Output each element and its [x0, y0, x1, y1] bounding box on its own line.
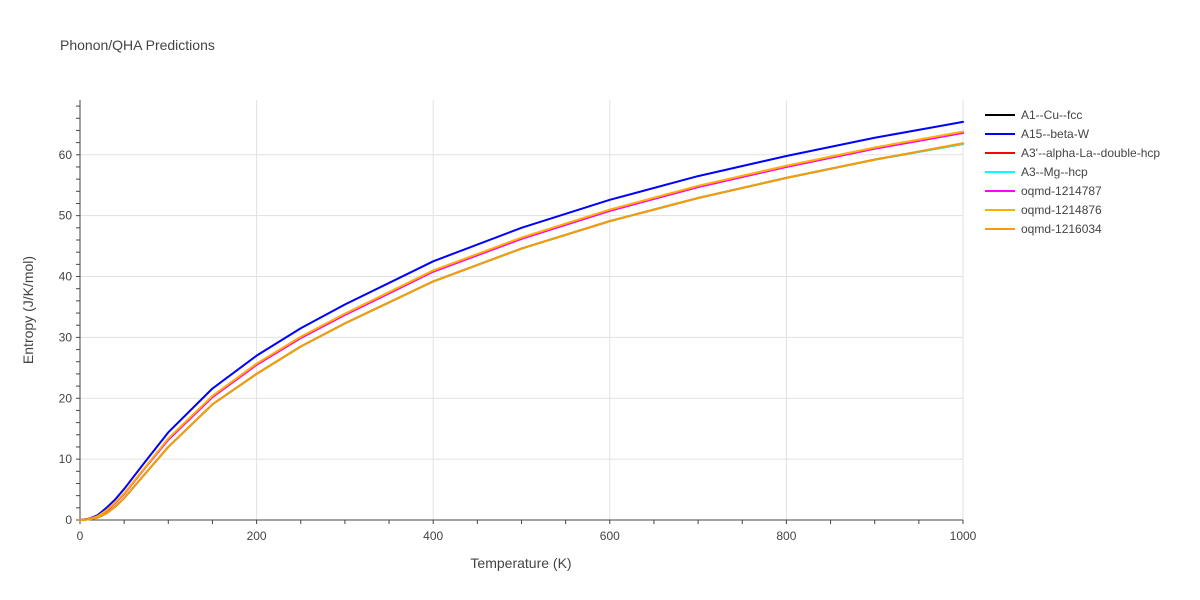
x-tick-label: 800 [776, 529, 796, 543]
y-tick-label: 30 [59, 330, 73, 344]
y-tick-label: 60 [59, 148, 73, 162]
y-tick-label: 20 [59, 391, 73, 405]
series-line [79, 131, 964, 521]
grid [79, 100, 964, 521]
series-line [79, 142, 964, 521]
series-line [79, 131, 964, 521]
plot-lines [79, 120, 964, 521]
y-axis-title: Entropy (J/K/mol) [20, 256, 36, 364]
legend-item-label: oqmd-1214787 [1021, 184, 1102, 198]
y-tick-label: 0 [65, 513, 72, 527]
legend-item-label: oqmd-1216034 [1021, 222, 1102, 236]
chart-title: Phonon/QHA Predictions [60, 37, 215, 53]
x-axis-ticks: 0 200 400 600 800 1000 [77, 529, 977, 543]
series-line [79, 130, 964, 521]
y-tick-label: 40 [59, 270, 73, 284]
legend-item-label: oqmd-1214876 [1021, 203, 1102, 217]
legend: A1--Cu--fcc A15--beta-W A3'--alpha-La--dou… [985, 108, 1160, 236]
y-tick-label: 50 [59, 209, 73, 223]
x-tick-label: 600 [600, 529, 620, 543]
x-axis-title: Temperature (K) [470, 555, 571, 571]
x-tick-label: 200 [247, 529, 267, 543]
legend-item-label: A15--beta-W [1021, 127, 1090, 141]
series-line [79, 120, 964, 521]
legend-item-label: A1--Cu--fcc [1021, 108, 1082, 122]
x-tick-label: 400 [423, 529, 443, 543]
x-tick-label: 0 [77, 529, 84, 543]
legend-item-label: A3--Mg--hcp [1021, 165, 1088, 179]
y-tick-label: 10 [59, 452, 73, 466]
minor-ticks [76, 105, 964, 524]
y-axis-ticks: 0 10 20 30 40 50 60 [59, 148, 73, 527]
x-tick-label: 1000 [950, 529, 977, 543]
series-line [79, 142, 964, 521]
series-line [79, 142, 964, 521]
legend-item-label: A3'--alpha-La--double-hcp [1021, 146, 1160, 160]
